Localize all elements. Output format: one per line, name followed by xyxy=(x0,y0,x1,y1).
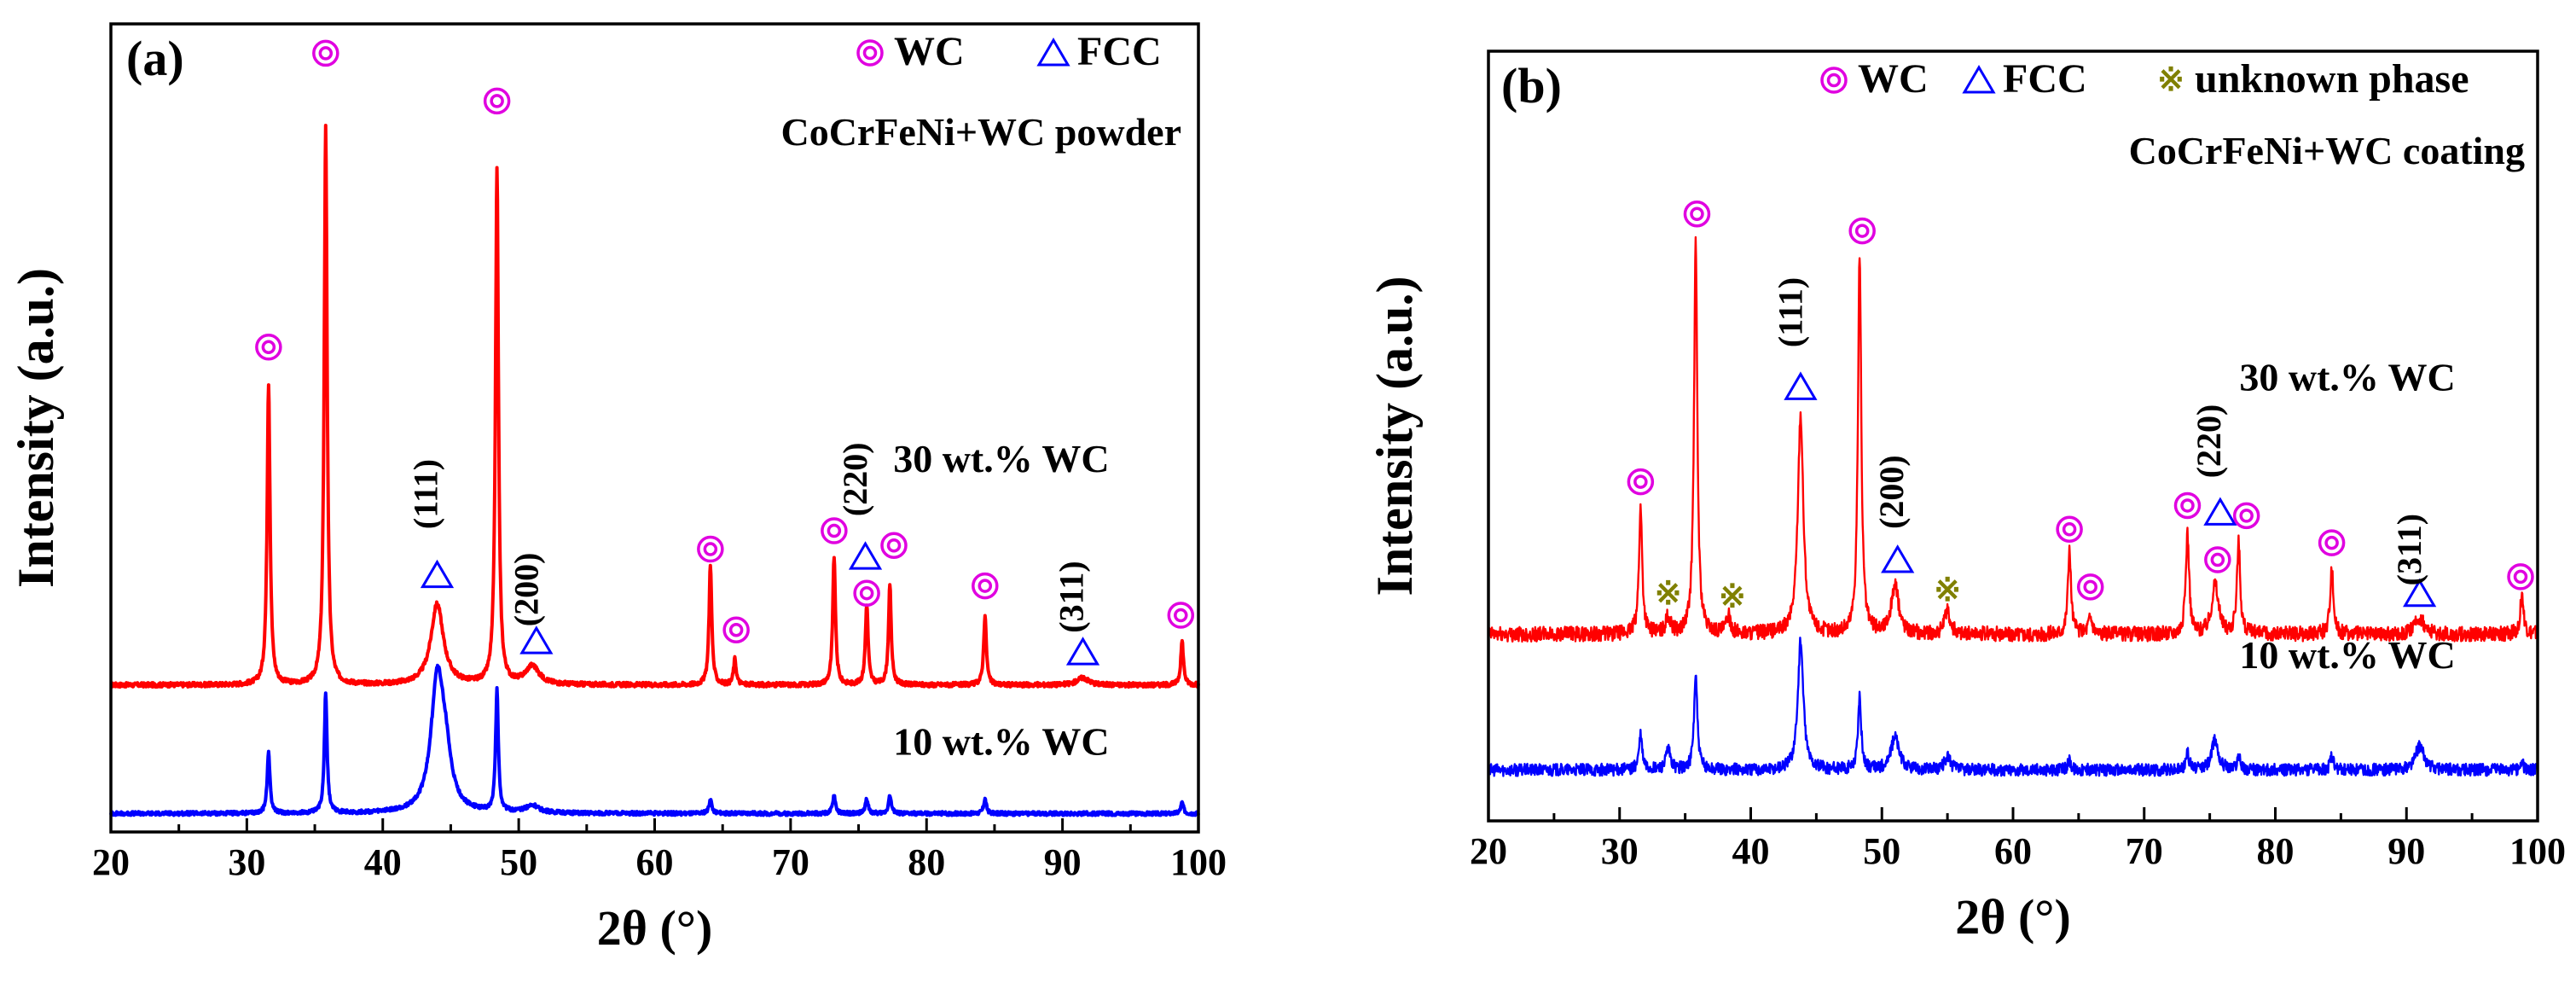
wc-phase-marker xyxy=(2056,515,2083,544)
legend-fcc-icon xyxy=(1962,65,1996,94)
series-line-10wt xyxy=(109,663,1200,817)
unknown-phase-marker: ※ xyxy=(1719,579,1746,615)
x-tick-label: 80 xyxy=(908,841,945,883)
wc-phase-marker xyxy=(2318,529,2346,556)
series-label: 30 wt.% WC xyxy=(2239,355,2455,398)
unknown-phase-marker: ※ xyxy=(1934,573,1961,608)
wc-phase-marker xyxy=(483,87,511,115)
fcc-phase-marker xyxy=(2203,497,2237,526)
series-label: 10 wt.% WC xyxy=(2239,633,2455,677)
x-tick-label: 30 xyxy=(228,841,265,883)
wc-phase-marker xyxy=(1683,200,1711,228)
x-tick-label: 80 xyxy=(2257,830,2295,872)
x-tick-label: 60 xyxy=(636,841,674,883)
x-tick-label: 60 xyxy=(1994,830,2032,872)
wc-phase-marker xyxy=(2173,492,2202,520)
panel-a: 30 wt.% WC 10 wt.% WC (111) (200) (220) (311)… xyxy=(8,22,1227,956)
legend-fcc-icon xyxy=(1036,38,1070,67)
hkl-annotation: (200) xyxy=(1872,455,1911,529)
wc-phase-marker xyxy=(2204,546,2231,573)
wc-phase-marker xyxy=(821,517,848,544)
fcc-phase-marker xyxy=(1065,637,1100,666)
series-label: 30 wt.% WC xyxy=(893,437,1109,480)
hkl-annotation: (200) xyxy=(507,553,545,627)
wc-phase-marker xyxy=(972,572,999,600)
wc-phase-marker xyxy=(2076,573,2104,601)
chart-subtitle: CoCrFeNi+WC powder xyxy=(780,110,1181,154)
wc-phase-marker xyxy=(2232,502,2260,530)
legend-label: FCC xyxy=(2003,56,2087,102)
x-tick-label: 90 xyxy=(2387,830,2425,872)
wc-phase-marker xyxy=(722,616,750,643)
x-axis-title: 2θ (°) xyxy=(597,900,713,956)
series-line-10wt xyxy=(1487,637,2539,777)
wc-phase-marker xyxy=(853,579,880,607)
x-tick-label: 30 xyxy=(1601,830,1639,872)
panel-b: 30 wt.% WC 10 wt.% WC ※ ※ ※ (111) (200) (220) (3… xyxy=(1366,49,2566,945)
hkl-annotation: (220) xyxy=(2190,404,2228,479)
x-axis-title: 2θ (°) xyxy=(1955,889,2071,945)
x-tick-label: 100 xyxy=(1170,841,1227,883)
hkl-annotation: (311) xyxy=(2390,514,2428,585)
hkl-annotation: (220) xyxy=(836,442,874,516)
wc-phase-marker xyxy=(1848,217,1876,245)
wc-phase-marker xyxy=(697,535,724,563)
legend-wc-icon xyxy=(856,39,884,67)
panel-label: (b) xyxy=(1501,58,1562,113)
legend-unknown-icon: ※ xyxy=(2157,62,2184,98)
legend-label: FCC xyxy=(1077,29,1162,74)
x-tick-label: 20 xyxy=(1470,830,1507,872)
x-tick-label: 70 xyxy=(2126,830,2163,872)
fcc-phase-marker xyxy=(1881,544,1915,573)
fcc-phase-marker xyxy=(1784,371,1818,400)
series-label: 10 wt.% WC xyxy=(893,720,1109,764)
panel-label: (a) xyxy=(126,31,184,86)
hkl-annotation: (111) xyxy=(1771,277,1809,347)
x-tick-label: 50 xyxy=(500,841,537,883)
wc-phase-marker xyxy=(255,334,282,361)
legend-label: unknown phase xyxy=(2195,56,2469,102)
legend-label: WC xyxy=(894,29,965,74)
x-tick-label: 40 xyxy=(1732,830,1770,872)
y-axis-title: Intensity (a.u.) xyxy=(8,268,64,588)
x-tick-label: 70 xyxy=(772,841,809,883)
series-line-30wt xyxy=(109,124,1200,689)
wc-phase-marker xyxy=(312,39,339,67)
legend-wc-icon xyxy=(1820,67,1848,94)
wc-phase-marker xyxy=(880,532,908,559)
fcc-phase-marker xyxy=(420,559,455,589)
wc-phase-marker xyxy=(1627,468,1655,496)
legend-label: WC xyxy=(1858,56,1929,102)
wc-phase-marker xyxy=(1167,602,1195,629)
y-axis-title: Intensity (a.u.) xyxy=(1366,276,1423,596)
wc-phase-marker xyxy=(2507,563,2534,590)
x-tick-label: 20 xyxy=(92,841,130,883)
series-line-30wt xyxy=(1487,236,2539,643)
x-tick-label: 90 xyxy=(1044,841,1082,883)
unknown-phase-marker: ※ xyxy=(1655,576,1682,612)
fcc-phase-marker xyxy=(848,541,883,570)
x-tick-label: 50 xyxy=(1863,830,1900,872)
x-tick-label: 100 xyxy=(2509,830,2566,872)
chart-subtitle: CoCrFeNi+WC coating xyxy=(2129,129,2525,172)
hkl-annotation: (111) xyxy=(407,459,445,529)
fcc-phase-marker xyxy=(519,625,554,654)
x-tick-label: 40 xyxy=(364,841,402,883)
hkl-annotation: (311) xyxy=(1053,561,1091,632)
fcc-phase-marker xyxy=(2403,578,2437,608)
